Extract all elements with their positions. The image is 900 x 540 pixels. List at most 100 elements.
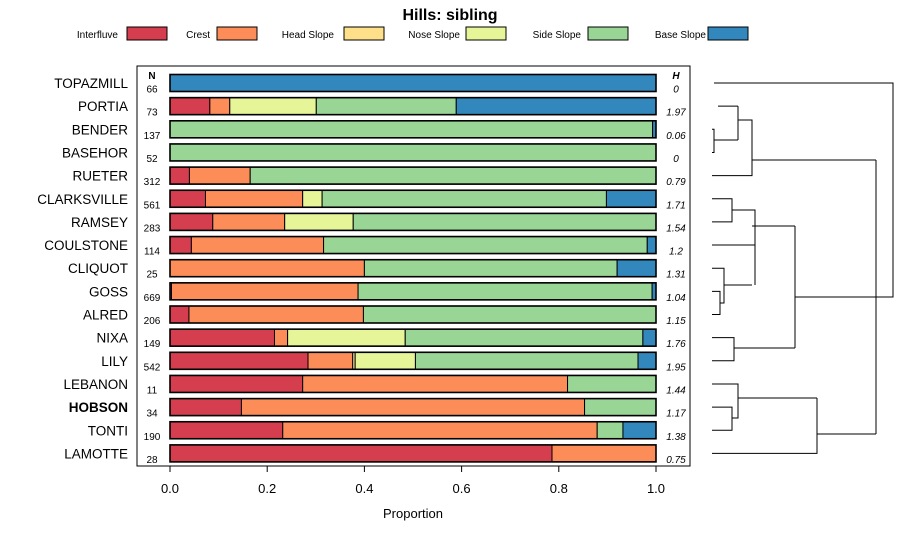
h-value-nixa: 1.76: [666, 339, 686, 350]
row-label-alred: ALRED: [83, 308, 128, 323]
bar-outline-lamotte: [169, 444, 657, 463]
n-value-coulstone: 114: [144, 247, 160, 258]
h-value-alred: 1.15: [666, 316, 686, 327]
bar-segment-tonti-base-slope: [622, 421, 657, 440]
h-value-topazmill: 0: [673, 85, 679, 96]
bar-segment-nixa-side-slope: [404, 328, 644, 347]
legend-label-head-slope: Head Slope: [282, 30, 335, 41]
bar-segment-tonti-interfluve: [169, 421, 284, 440]
bar-outline-portia: [169, 96, 657, 116]
bar-outline-nixa: [169, 328, 657, 347]
bar-segment-hobson-interfluve: [169, 398, 242, 417]
h-value-rueter: 0.79: [666, 177, 686, 188]
n-value-rueter: 312: [144, 177, 161, 188]
bar-row-alred: ALRED 206 1.15: [83, 305, 686, 327]
bar-segment-coulstone-base-slope: [646, 236, 657, 255]
bar-segment-alred-side-slope: [362, 305, 657, 324]
legend-label-nose-slope: Nose Slope: [408, 30, 460, 41]
bar-row-nixa: NIXA 149 1.76: [96, 328, 686, 350]
bar-segment-nixa-crest: [273, 328, 289, 347]
bar-segment-rueter-side-slope: [249, 166, 657, 185]
bar-segment-cliquot-side-slope: [363, 259, 618, 278]
x-tick-label-0-8: 0.8: [550, 481, 568, 496]
h-value-bender: 0.06: [666, 131, 686, 142]
x-tick-label-0-6: 0.6: [453, 481, 471, 496]
bar-segment-clarksville-crest: [204, 189, 304, 208]
bar-row-bender: BENDER 137 0.06: [72, 120, 686, 142]
bar-segment-coulstone-interfluve: [169, 236, 192, 255]
n-value-hobson: 34: [146, 409, 158, 420]
bar-segment-rueter-interfluve: [169, 166, 190, 185]
bar-segment-portia-nose-slope: [229, 97, 317, 116]
bar-outline-coulstone: [169, 235, 657, 255]
bar-segment-goss-crest: [170, 282, 359, 301]
n-value-lebanon: 11: [147, 385, 158, 396]
row-label-clarksville: CLARKSVILLE: [37, 192, 128, 207]
bar-row-basehor: BASEHOR 52 0: [62, 143, 679, 165]
row-label-lamotte: LAMOTTE: [64, 446, 128, 461]
legend-swatch-nose-slope: [465, 26, 507, 41]
x-axis-label: Proportion: [383, 506, 443, 521]
bar-segment-nixa-base-slope: [642, 328, 657, 347]
h-value-coulstone: 1.2: [669, 247, 683, 258]
row-label-goss: GOSS: [89, 284, 128, 299]
bar-segment-lily-interfluve: [169, 351, 309, 370]
h-value-lebanon: 1.44: [666, 385, 686, 396]
bar-segment-nixa-interfluve: [169, 328, 275, 347]
bar-row-coulstone: COULSTONE 114 1.2: [44, 235, 683, 258]
bar-segment-ramsey-interfluve: [169, 212, 214, 231]
bar-segment-lamotte-crest: [551, 444, 657, 463]
h-value-portia: 1.97: [666, 108, 686, 119]
bar-segment-clarksville-interfluve: [169, 189, 206, 208]
h-value-basehor: 0: [673, 154, 679, 165]
bar-row-portia: PORTIA 73 1.97: [78, 96, 686, 119]
legend-swatch-head-slope: [343, 26, 385, 41]
dendrogram-branch: [712, 406, 733, 431]
h-column-header: H: [672, 71, 680, 82]
row-label-rueter: RUETER: [72, 169, 128, 184]
x-tick-label-1-0: 1.0: [647, 481, 665, 496]
bar-segment-hobson-side-slope: [584, 398, 657, 417]
row-label-nixa: NIXA: [96, 331, 128, 346]
bar-segment-alred-interfluve: [169, 305, 190, 324]
bar-outline-lebanon: [169, 374, 657, 394]
x-tick-label-0-2: 0.2: [258, 481, 276, 496]
bar-segment-rueter-crest: [188, 166, 251, 185]
bar-row-lily: LILY 542 1.95: [101, 351, 686, 373]
dendrogram-branch: [712, 337, 735, 362]
bar-segment-tonti-crest: [282, 421, 598, 440]
n-value-lamotte: 28: [146, 455, 158, 466]
row-label-ramsey: RAMSEY: [71, 215, 128, 230]
h-value-goss: 1.04: [666, 293, 686, 304]
n-column-header: N: [148, 71, 155, 82]
bar-segment-cliquot-base-slope: [616, 259, 657, 278]
row-label-cliquot: CLIQUOT: [68, 261, 128, 276]
dendrogram-branch: [712, 267, 725, 304]
bar-segment-clarksville-base-slope: [605, 189, 657, 208]
bar-segment-bender-side-slope: [169, 120, 654, 139]
legend-swatch-base-slope: [707, 26, 749, 41]
bar-row-cliquot: CLIQUOT 25 1.31: [68, 258, 686, 281]
bar-outline-topazmill: [169, 73, 657, 93]
bar-row-lamotte: LAMOTTE 28 0.75: [64, 444, 686, 466]
bar-segment-coulstone-side-slope: [323, 236, 648, 255]
bar-segment-alred-crest: [188, 305, 364, 324]
dendrogram-branch: [752, 225, 795, 285]
n-value-ramsey: 283: [144, 223, 161, 234]
row-label-topazmill: TOPAZMILL: [54, 76, 128, 91]
n-value-topazmill: 66: [146, 85, 158, 96]
bar-row-tonti: TONTI 190 1.38: [88, 420, 686, 443]
x-tick-label-0-4: 0.4: [355, 481, 373, 496]
row-label-lebanon: LEBANON: [63, 377, 128, 392]
bar-segment-lamotte-interfluve: [169, 444, 553, 463]
bar-row-hobson: HOBSON 34 1.17: [69, 397, 686, 420]
bar-outline-clarksville: [169, 189, 657, 209]
n-value-alred: 206: [144, 316, 161, 327]
bar-outline-cliquot: [169, 258, 657, 278]
row-label-tonti: TONTI: [88, 423, 128, 438]
bar-outline-goss: [169, 282, 657, 301]
bar-segment-portia-base-slope: [455, 97, 657, 116]
bar-segment-lebanon-side-slope: [567, 374, 657, 393]
